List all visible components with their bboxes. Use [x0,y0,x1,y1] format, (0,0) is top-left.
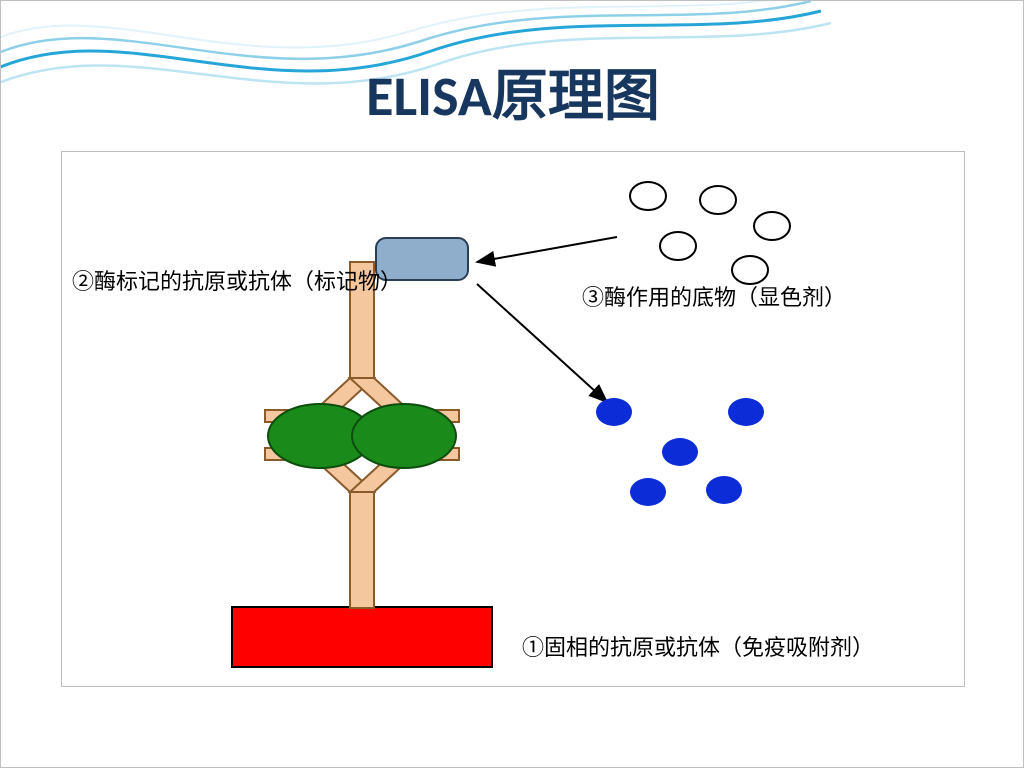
colored-product-group [596,398,764,506]
substrate-group [630,182,790,284]
label-substrate: ③酶作用的底物（显色剂） [582,280,846,312]
label-enzyme-conjugate: ②酶标记的抗原或抗体（标记物） [72,264,402,296]
reaction-arrows [477,237,617,402]
solid-phase-base [232,607,492,667]
slide-title: ELISA原理图 [1,51,1024,132]
label-solid-phase: ①固相的抗原或抗体（免疫吸附剂） [522,630,874,662]
elisa-diagram: ②酶标记的抗原或抗体（标记物） ③酶作用的底物（显色剂） ①固相的抗原或抗体（免… [61,151,965,687]
diagram-svg [62,152,966,688]
slide: ELISA原理图 [0,0,1024,768]
antigen-group [268,404,456,468]
